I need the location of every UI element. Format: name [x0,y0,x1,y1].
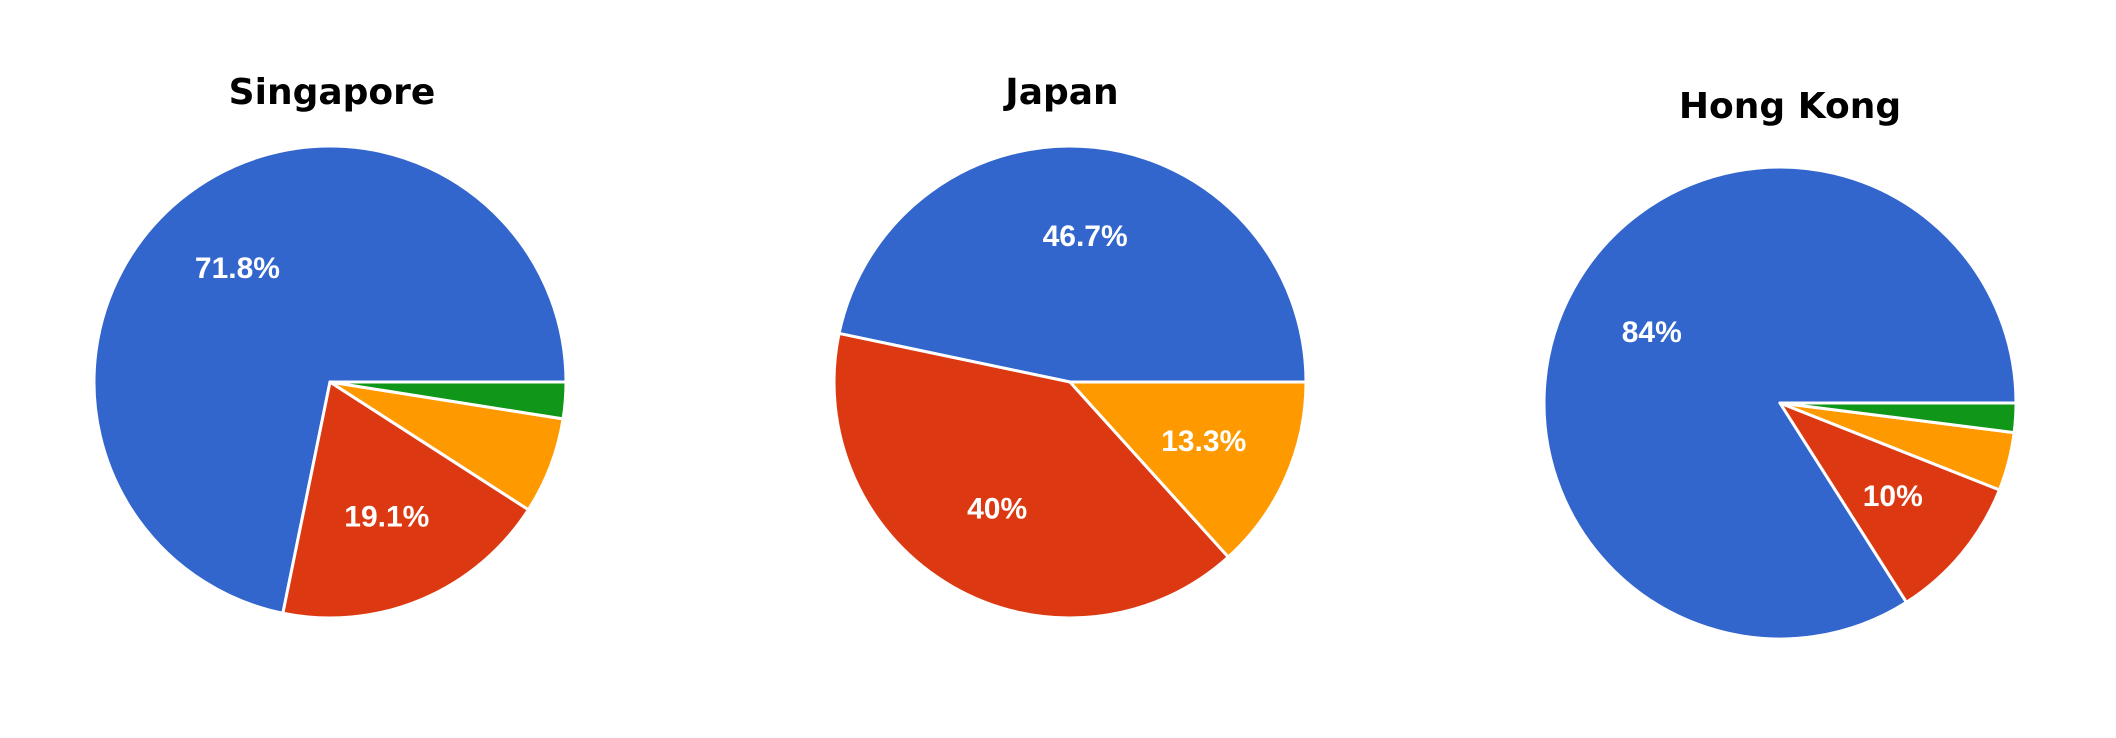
slice-label-japan-1: 40% [967,492,1027,525]
slice-label-hong-kong-1: 10% [1863,480,1923,513]
pie-slice-singapore-1[interactable] [281,380,530,620]
slice-label-japan-0: 46.7% [1043,220,1128,253]
pie-slice-japan-1[interactable] [832,331,1230,620]
pie-slice-hong-kong-1[interactable] [1778,401,2001,604]
chart-title-hong-kong: Hong Kong [1679,86,1901,127]
slice-label-singapore-0: 71.8% [195,252,280,285]
pie-svg-japan: Japan 46.7% 40% 13.3% [832,72,1308,620]
pie-slice-singapore-0[interactable] [92,144,568,615]
chart-title-singapore: Singapore [229,72,436,113]
pie-slice-japan-0[interactable] [837,144,1308,384]
pie-chart-hong-kong: Hong Kong 84% 10% [1456,0,2116,738]
pie-slice-japan-2[interactable] [1068,380,1308,559]
pie-slice-singapore-3[interactable] [328,380,568,421]
pie-slice-hong-kong-3[interactable] [1778,401,2018,435]
chart-title-japan: Japan [1002,72,1118,113]
pie-chart-singapore: Singapore 71.8% 19.1% [0,0,660,738]
slice-label-hong-kong-0: 84% [1622,316,1682,349]
pie-chart-japan: Japan 46.7% 40% 13.3% [730,0,1390,738]
pie-svg-singapore: Singapore 71.8% 19.1% [92,72,568,620]
pie-svg-hong-kong: Hong Kong 84% 10% [1542,86,2018,641]
slice-label-japan-2: 13.3% [1161,425,1246,458]
slice-label-singapore-1: 19.1% [344,500,429,533]
